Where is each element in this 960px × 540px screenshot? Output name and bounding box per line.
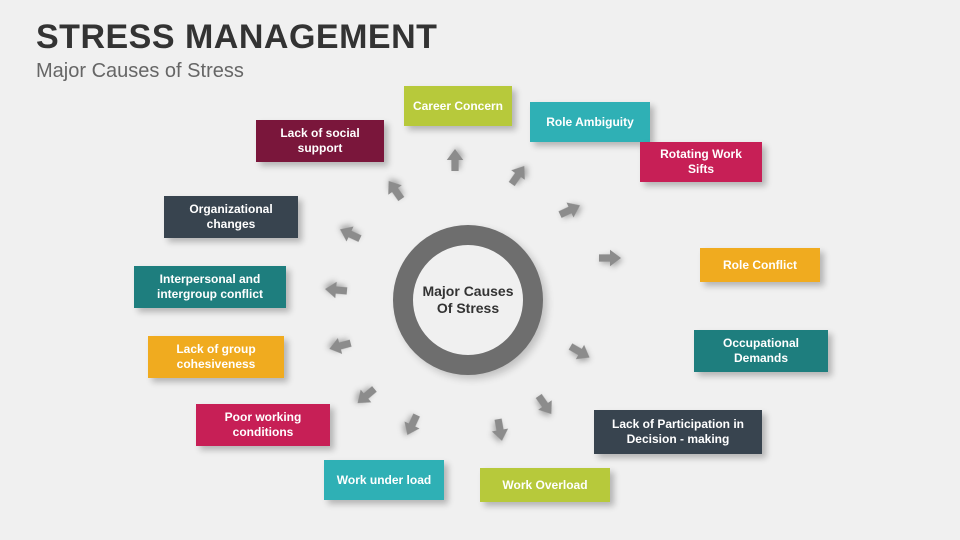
node-organizational-changes: Organizational changes	[164, 196, 298, 238]
arrow-icon	[381, 176, 408, 204]
arrow-icon	[599, 249, 621, 267]
arrow-icon	[556, 197, 584, 223]
node-lack-participation: Lack of Participation in Decision - maki…	[594, 410, 762, 454]
node-poor-working-conditions: Poor working conditions	[196, 404, 330, 446]
arrow-icon	[336, 221, 364, 247]
node-work-overload: Work Overload	[480, 468, 610, 502]
node-role-ambiguity: Role Ambiguity	[530, 102, 650, 142]
node-lack-social-support: Lack of social support	[256, 120, 384, 162]
diagram-hub: Major Causes Of Stress	[393, 225, 543, 375]
arrow-icon	[531, 391, 558, 419]
page-title: STRESS MANAGEMENT	[36, 18, 437, 57]
node-work-under-load: Work under load	[324, 460, 444, 500]
node-rotating-work-sifts: Rotating Work Sifts	[640, 142, 762, 182]
arrow-icon	[566, 339, 594, 366]
arrow-icon	[324, 280, 347, 300]
arrow-icon	[504, 161, 531, 189]
node-lack-group-cohesiveness: Lack of group cohesiveness	[148, 336, 284, 378]
node-interpersonal-conflict: Interpersonal and intergroup conflict	[134, 266, 286, 308]
arrow-icon	[399, 411, 425, 439]
page-subtitle: Major Causes of Stress	[36, 60, 244, 83]
arrow-icon	[489, 418, 511, 443]
node-career-concern: Career Concern	[404, 86, 512, 126]
arrow-icon	[352, 382, 380, 410]
node-occupational-demands: Occupational Demands	[694, 330, 828, 372]
node-role-conflict: Role Conflict	[700, 248, 820, 282]
arrow-icon	[446, 149, 464, 171]
arrow-icon	[327, 334, 353, 357]
